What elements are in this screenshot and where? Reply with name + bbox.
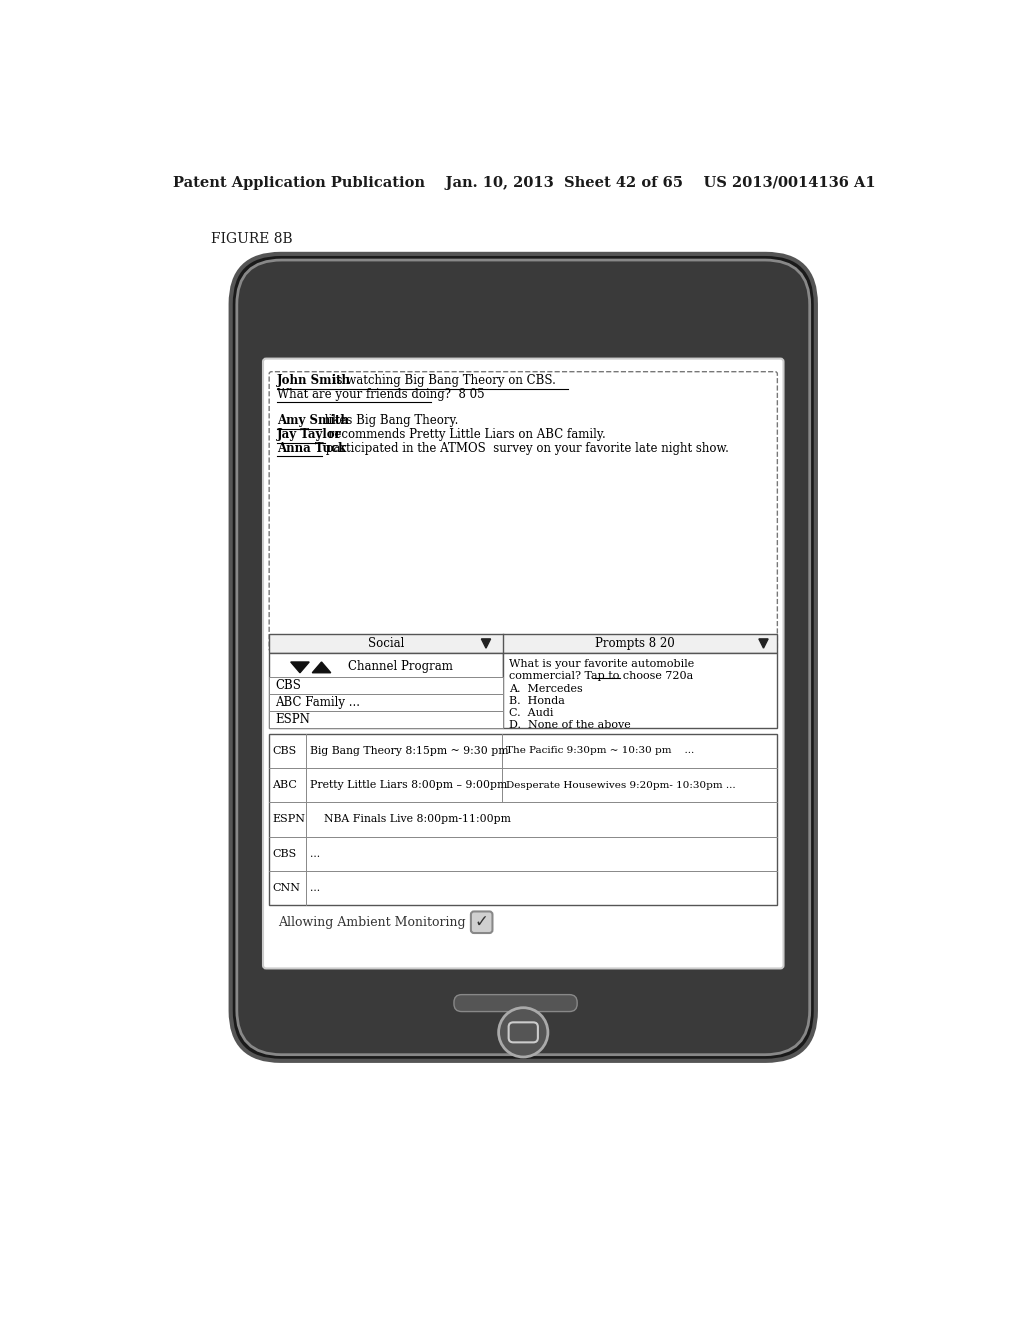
Text: CNN: CNN [272,883,300,894]
FancyBboxPatch shape [454,995,578,1011]
Text: Jay Taylor: Jay Taylor [276,428,342,441]
Text: A.  Mercedes: A. Mercedes [509,684,583,693]
Text: Big Bang Theory 8:15pm ~ 9:30 pm: Big Bang Theory 8:15pm ~ 9:30 pm [310,746,509,756]
Text: is watching Big Bang Theory on CBS.: is watching Big Bang Theory on CBS. [330,374,556,387]
Bar [269,711,503,729]
Text: D.  None of the above: D. None of the above [509,721,631,730]
Text: ESPN: ESPN [275,713,310,726]
Text: Allowing Ambient Monitoring: Allowing Ambient Monitoring [278,916,466,929]
Text: What are your friends doing?  8 05: What are your friends doing? 8 05 [276,388,484,401]
Text: CBS: CBS [275,680,301,693]
Text: ...: ... [310,883,321,894]
Text: B.  Honda: B. Honda [509,696,565,706]
Text: NBA Finals Live 8:00pm-11:00pm: NBA Finals Live 8:00pm-11:00pm [310,814,511,825]
Text: FIGURE 8B: FIGURE 8B [211,232,293,247]
Text: ABC: ABC [272,780,297,791]
Text: C.  Audi: C. Audi [509,708,554,718]
Bar [269,635,777,653]
Bar [269,734,777,906]
Polygon shape [481,639,490,648]
Polygon shape [312,663,331,673]
FancyBboxPatch shape [471,911,493,933]
Bar [269,653,503,729]
FancyBboxPatch shape [230,253,816,1061]
Text: CBS: CBS [272,746,297,756]
Text: ABC Family ...: ABC Family ... [275,696,360,709]
Text: Channel Program: Channel Program [348,660,453,673]
Text: The Pacific 9:30pm ~ 10:30 pm    ...: The Pacific 9:30pm ~ 10:30 pm ... [506,746,694,755]
Text: Social: Social [368,638,404,649]
Text: Patent Application Publication    Jan. 10, 2013  Sheet 42 of 65    US 2013/00141: Patent Application Publication Jan. 10, … [173,176,877,190]
Text: What is your favorite automobile: What is your favorite automobile [509,659,694,669]
Text: ESPN: ESPN [272,814,305,825]
Polygon shape [759,639,768,648]
Bar [503,653,777,729]
Text: Amy Smith: Amy Smith [276,414,349,428]
FancyBboxPatch shape [263,359,783,969]
Text: John Smith: John Smith [276,374,351,387]
Text: CBS: CBS [272,849,297,859]
Text: likes Big Bang Theory.: likes Big Bang Theory. [321,414,458,428]
Text: recommends Pretty Little Liars on ABC family.: recommends Pretty Little Liars on ABC fa… [325,428,605,441]
Bar [269,694,503,711]
Text: Desperate Housewives 9:20pm- 10:30pm ...: Desperate Housewives 9:20pm- 10:30pm ... [506,780,735,789]
Text: ✓: ✓ [475,912,488,931]
Bar [269,677,503,694]
FancyBboxPatch shape [269,372,777,651]
Text: ...: ... [310,849,321,859]
Polygon shape [291,663,309,673]
Text: Prompts 8 20: Prompts 8 20 [595,638,675,649]
Text: commercial? Tap to choose 720a: commercial? Tap to choose 720a [509,671,693,681]
Text: Anna Tuck: Anna Tuck [276,442,346,455]
Text: Pretty Little Liars 8:00pm – 9:00pm: Pretty Little Liars 8:00pm – 9:00pm [310,780,507,791]
Text: participated in the ATMOS  survey on your favorite late night show.: participated in the ATMOS survey on your… [322,442,728,455]
Circle shape [499,1007,548,1057]
FancyBboxPatch shape [237,260,810,1055]
